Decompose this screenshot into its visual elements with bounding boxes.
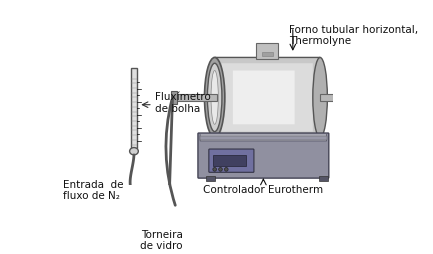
Text: Entrada  de
fluxo de N₂: Entrada de fluxo de N₂ [64, 180, 124, 201]
FancyBboxPatch shape [233, 71, 294, 124]
FancyBboxPatch shape [209, 149, 254, 172]
Bar [160, 196, 163, 203]
Ellipse shape [207, 63, 222, 132]
FancyBboxPatch shape [222, 63, 313, 132]
Bar [213, 155, 246, 166]
Bar [158, 203, 165, 213]
Circle shape [219, 168, 222, 171]
Bar [171, 91, 177, 104]
FancyBboxPatch shape [200, 134, 326, 141]
FancyBboxPatch shape [215, 57, 320, 137]
Text: Forno tubular horizontal,
Thermolyne: Forno tubular horizontal, Thermolyne [289, 25, 418, 46]
FancyBboxPatch shape [198, 133, 329, 178]
Ellipse shape [129, 148, 138, 155]
Circle shape [213, 168, 216, 171]
Ellipse shape [211, 71, 218, 124]
Bar [131, 68, 137, 148]
Bar [320, 176, 328, 181]
Text: Controlador Eurotherm: Controlador Eurotherm [204, 185, 323, 195]
Bar [200, 136, 326, 140]
Text: Fluxímetro
de bolha: Fluxímetro de bolha [155, 92, 211, 114]
Bar [262, 52, 273, 56]
Bar [320, 94, 335, 101]
Ellipse shape [313, 57, 327, 137]
Bar [174, 94, 217, 101]
Text: Torneira
de vidro: Torneira de vidro [140, 230, 183, 251]
Bar [256, 43, 278, 59]
Ellipse shape [204, 57, 225, 137]
Circle shape [224, 168, 228, 171]
Bar [206, 176, 215, 181]
